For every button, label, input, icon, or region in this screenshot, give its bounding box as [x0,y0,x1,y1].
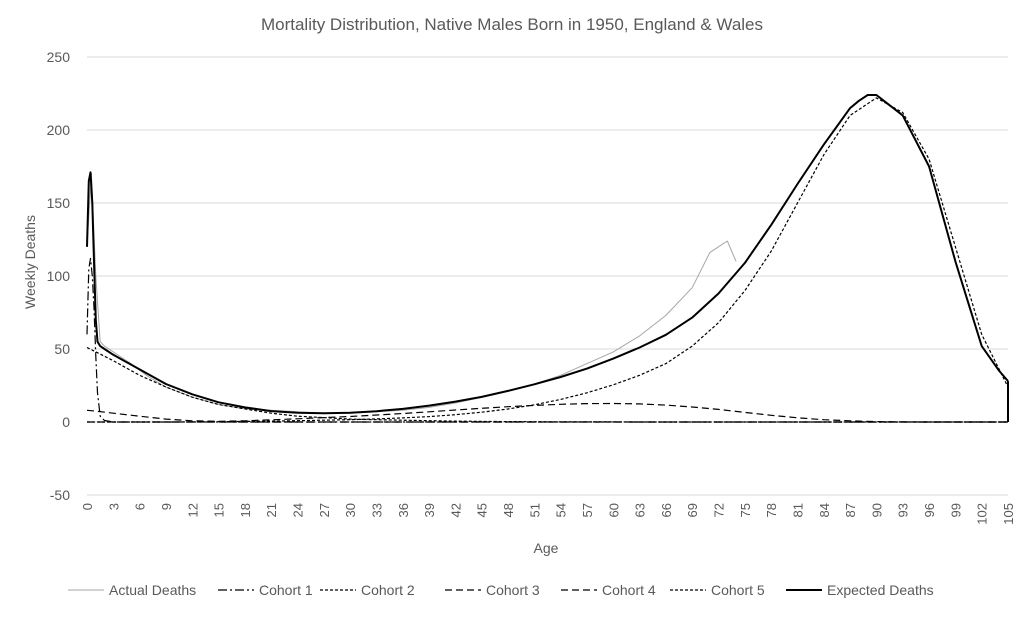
series-line-expected-deaths [86,94,1009,415]
legend-label: Cohort 3 [486,582,540,598]
y-tick-label: -50 [50,487,70,503]
legend-label: Actual Deaths [109,582,196,598]
x-tick-label: 54 [554,503,569,517]
y-tick-label: 250 [47,49,71,65]
legend-label: Expected Deaths [827,582,934,598]
x-tick-label: 90 [869,503,884,517]
x-tick-label: 42 [448,503,463,517]
chart-title: Mortality Distribution, Native Males Bor… [261,15,763,34]
x-tick-label: 60 [606,503,621,517]
x-tick-label: 3 [106,503,121,510]
legend: Actual Deaths Cohort 1 Cohort 2 Cohort 3 Coh… [68,582,934,598]
x-tick-label: 102 [975,503,990,525]
x-tick-label: 39 [422,503,437,517]
series-line-cohort-1 [86,257,1008,423]
x-tick-label: 33 [369,503,384,517]
x-tick-label: 45 [475,503,490,517]
x-tick-label: 36 [396,503,411,517]
x-tick-label: 30 [343,503,358,517]
x-tick-label: 84 [817,503,832,517]
y-tick-label: 50 [54,341,70,357]
y-axis-tick-labels: -50 0 50 100 150 200 250 [47,49,71,503]
x-tick-label: 72 [712,503,727,517]
x-tick-label: 18 [238,503,253,517]
legend-label: Cohort 4 [602,582,656,598]
x-tick-label: 63 [633,503,648,517]
y-tick-label: 200 [47,122,71,138]
y-tick-label: 100 [47,268,71,284]
x-tick-label: 105 [1001,503,1016,525]
x-tick-label: 69 [685,503,700,517]
x-tick-label: 75 [738,503,753,517]
y-tick-label: 0 [62,414,70,430]
x-tick-label: 87 [843,503,858,517]
x-tick-label: 81 [790,503,805,517]
y-axis-label: Weekly Deaths [22,215,38,309]
legend-label: Cohort 2 [361,582,415,598]
x-tick-label: 9 [159,503,174,510]
x-tick-label: 93 [896,503,911,517]
x-tick-label: 6 [133,503,148,510]
x-tick-label: 12 [185,503,200,517]
y-tick-label: 150 [47,195,71,211]
x-tick-label: 99 [948,503,963,517]
x-axis-label: Age [534,540,559,556]
x-tick-label: 48 [501,503,516,517]
x-tick-label: 66 [659,503,674,517]
x-tick-label: 21 [264,503,279,517]
legend-label: Cohort 5 [711,582,765,598]
x-tick-label: 24 [291,503,306,517]
x-tick-label: 27 [317,503,332,517]
x-tick-label: 15 [212,503,227,517]
x-axis-tick-labels: 0 3 6 9 12 15 18 21 24 27 30 33 36 39 42 45 48 51 54 57 60 63… [80,503,1016,525]
x-tick-label: 57 [580,503,595,517]
legend-label: Cohort 1 [259,582,313,598]
x-tick-label: 78 [764,503,779,517]
x-tick-label: 0 [80,503,95,510]
series-line-cohort-5 [87,97,1009,423]
x-tick-label: 51 [527,503,542,517]
series-lines [86,94,1009,423]
x-tick-label: 96 [922,503,937,517]
